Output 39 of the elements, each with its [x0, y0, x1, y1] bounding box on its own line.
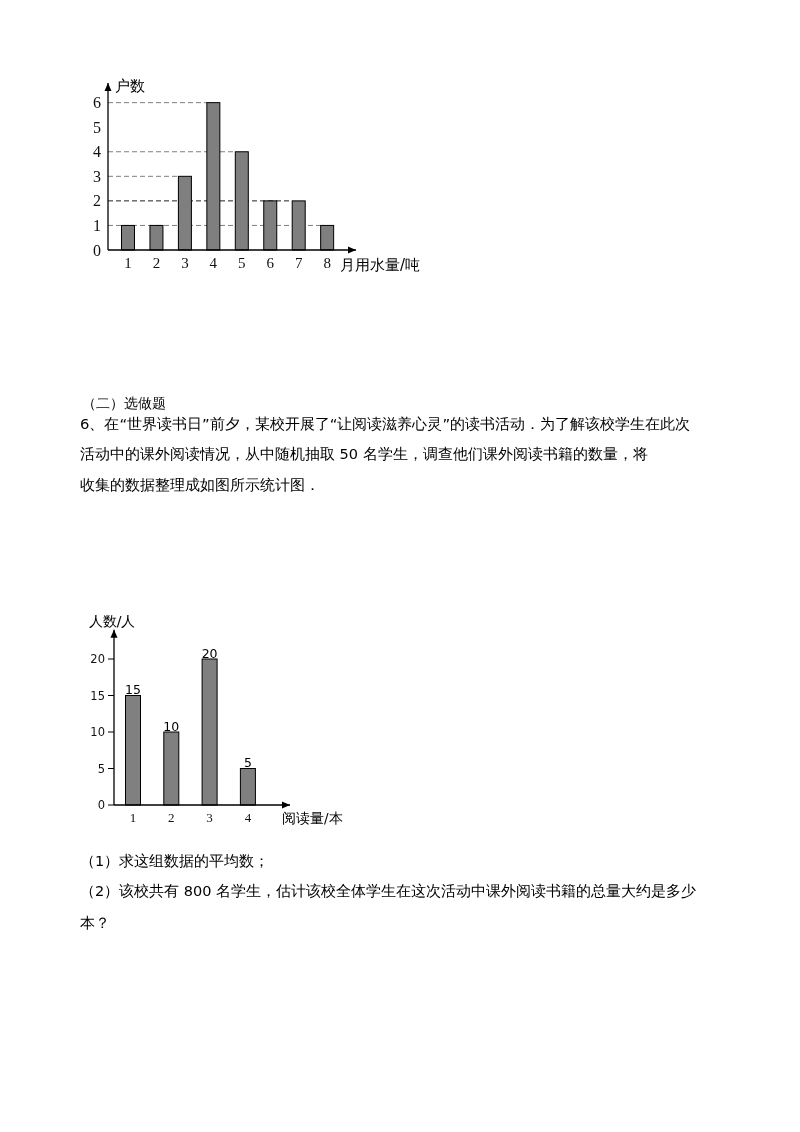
x-tick-label: 4: [209, 255, 218, 271]
y-axis-title: 户数: [115, 77, 145, 95]
y-tick-label: 4: [93, 143, 101, 161]
text: （2）该校共有 800 名学生，估计该校全体学生在这次活动中课外阅读书籍的总量大约是多少: [80, 883, 697, 899]
data-label: 10: [163, 718, 180, 734]
y-tick-label: 3: [93, 167, 101, 185]
x-tick-label: 2: [168, 810, 175, 825]
y-tick-label: 10: [90, 725, 105, 740]
text: 6、在“世界读书日”前夕，某校开展了“让阅读滋养心灵”的读书活动．为了解该校学生在此次: [80, 415, 691, 432]
data-label: 20: [201, 645, 218, 661]
x-axis-title: 月用水量/吨: [340, 256, 421, 274]
y-tick-label: 0: [93, 241, 101, 259]
data-label: 5: [243, 755, 252, 770]
x-tick-label: 8: [323, 255, 331, 271]
y-tick-label: 5: [93, 118, 101, 136]
y-axis-title: 人数/人: [88, 613, 136, 629]
y-tick-label: 5: [97, 761, 105, 776]
y-tick-label: 0: [97, 798, 105, 813]
y-tick-label: 20: [90, 652, 105, 667]
x-tick-label: 3: [206, 810, 213, 825]
text: 收集的数据整理成如图所示统计图．: [80, 477, 320, 493]
x-tick-label: 6: [266, 255, 275, 271]
data-label: 15: [125, 682, 141, 697]
x-tick-label: 3: [181, 255, 189, 271]
x-tick-label: 4: [244, 810, 252, 825]
x-tick-label: 2: [152, 255, 161, 271]
x-tick-label: 1: [124, 255, 132, 271]
text: 活动中的课外阅读情况，从中随机抽取 50 名学生，调查他们课外阅读书籍的数量，将: [80, 446, 648, 462]
x-tick-label: 5: [238, 255, 246, 271]
x-tick-label: 7: [294, 255, 303, 271]
y-tick-label: 6: [93, 94, 101, 112]
y-tick-label: 1: [93, 217, 101, 235]
y-tick-label: 2: [93, 192, 101, 210]
x-axis-title: 阅读量/本: [282, 810, 343, 826]
text: （二）选做题: [82, 395, 166, 411]
y-tick-label: 15: [90, 688, 105, 703]
text: 本？: [80, 915, 110, 931]
x-tick-label: 1: [129, 810, 137, 825]
text: （1）求这组数据的平均数；: [80, 853, 270, 869]
